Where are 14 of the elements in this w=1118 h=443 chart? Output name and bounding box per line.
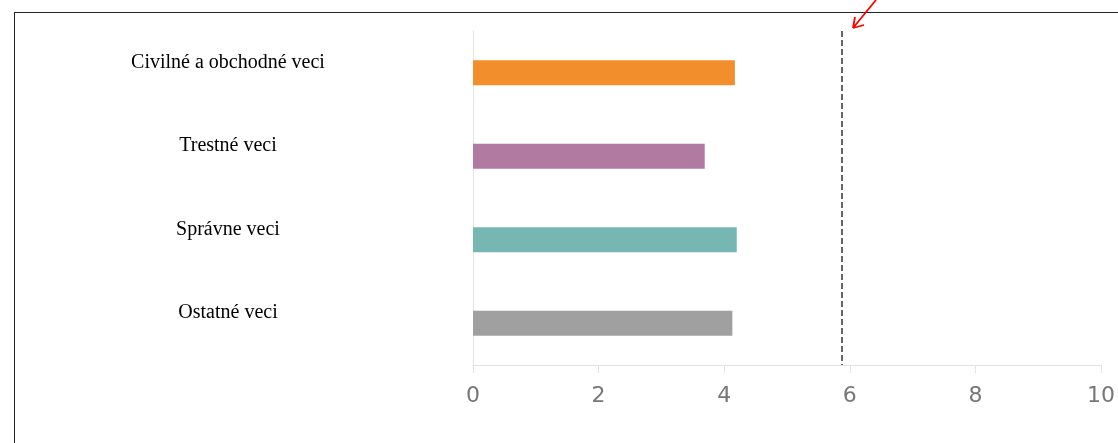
x-tick-label: 8 bbox=[968, 381, 983, 407]
bar bbox=[473, 143, 705, 169]
bar bbox=[473, 227, 737, 253]
x-tick-label: 0 bbox=[466, 381, 480, 407]
x-tick-label: 10 bbox=[1087, 381, 1115, 407]
y-tick-label: Trestné veci bbox=[179, 133, 278, 156]
x-tick-label: 6 bbox=[842, 381, 857, 407]
bar bbox=[473, 60, 735, 86]
y-tick-label: Civilné a obchodné veci bbox=[131, 49, 326, 72]
y-tick-label: Správne veci bbox=[176, 216, 281, 240]
y-tick-label: Ostatné veci bbox=[178, 300, 279, 323]
bar bbox=[473, 310, 733, 336]
x-tick-label: 4 bbox=[717, 381, 732, 407]
x-tick-label: 2 bbox=[591, 381, 606, 407]
